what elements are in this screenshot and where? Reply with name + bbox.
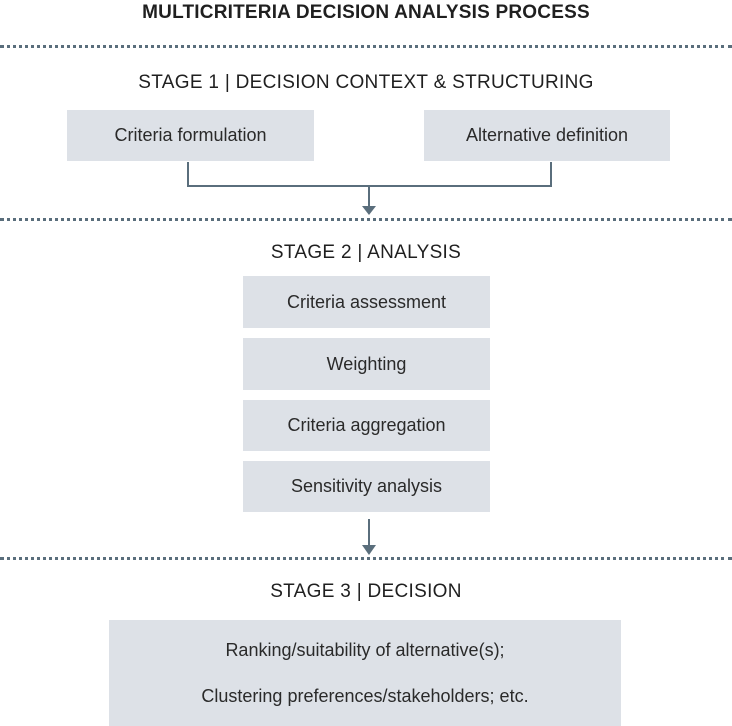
diagram-title: MULTICRITERIA DECISION ANALYSIS PROCESS bbox=[142, 2, 590, 23]
criteria-assessment-box: Criteria assessment bbox=[243, 276, 490, 328]
decision-outcome-box: Ranking/suitability of alternative(s); C… bbox=[109, 620, 621, 726]
stage1-arrowhead bbox=[362, 206, 376, 215]
criteria-formulation-label: Criteria formulation bbox=[114, 125, 267, 145]
clustering-line: Clustering preferences/stakeholders; etc… bbox=[201, 686, 529, 706]
criteria-assessment-label: Criteria assessment bbox=[286, 291, 447, 312]
stage-divider-2 bbox=[0, 218, 732, 221]
stage2-heading: STAGE 2 | ANALYSIS bbox=[270, 242, 462, 263]
weighting-label: Weighting bbox=[326, 353, 407, 374]
sensitivity-analysis-box: Sensitivity analysis bbox=[243, 461, 490, 512]
stage-divider-3 bbox=[0, 557, 732, 560]
stage2-arrowhead bbox=[362, 545, 376, 555]
criteria-aggregation-box: Criteria aggregation bbox=[243, 400, 490, 451]
stage3-heading: STAGE 3 | DECISION bbox=[270, 581, 462, 602]
criteria-formulation-box: Criteria formulation bbox=[67, 110, 314, 161]
stage-divider-1 bbox=[0, 45, 732, 48]
stage1-heading: STAGE 1 | DECISION CONTEXT & STRUCTURING bbox=[138, 72, 594, 93]
alternative-definition-box: Alternative definition bbox=[424, 110, 670, 161]
weighting-box: Weighting bbox=[243, 338, 490, 390]
stage1-merge-connector bbox=[187, 162, 552, 187]
criteria-aggregation-label: Criteria aggregation bbox=[287, 415, 446, 435]
ranking-line: Ranking/suitability of alternative(s); bbox=[225, 640, 505, 660]
sensitivity-analysis-label: Sensitivity analysis bbox=[290, 476, 443, 496]
alternative-definition-label: Alternative definition bbox=[465, 125, 629, 145]
